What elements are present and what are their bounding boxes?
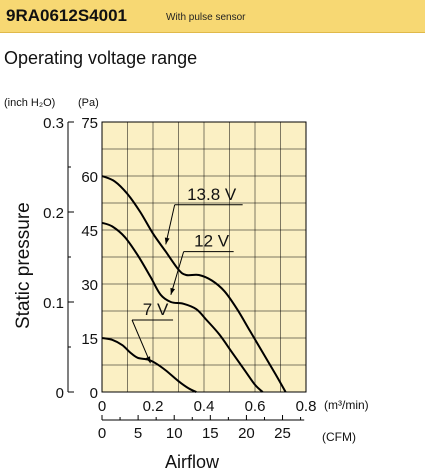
y-tick-label: 60: [81, 169, 98, 186]
series-arrow-line: [170, 251, 185, 295]
cfm-tick-label: 25: [274, 425, 291, 442]
series-arrow-line: [165, 204, 176, 245]
chart-title: Operating voltage range: [4, 48, 198, 68]
y-tick-label: 45: [81, 223, 98, 240]
cfm-tick-label: 5: [134, 425, 142, 442]
series-label: 7 V: [143, 300, 169, 319]
cfm-tick-label: 0: [98, 425, 106, 442]
x-unit-label: (m³/min): [324, 398, 369, 412]
x-tick-label: 0: [98, 398, 106, 415]
series-label: 12 V: [194, 232, 230, 251]
series-arrow-line: [131, 319, 151, 364]
y-tick-label: 30: [81, 277, 98, 294]
y-axis-title: Static pressure: [13, 202, 34, 329]
x-axis-title: Airflow: [165, 452, 220, 472]
series-arrow-head: [164, 237, 170, 245]
y2-tick-label: 0: [56, 385, 64, 402]
y2-tick-label: 0.2: [43, 205, 64, 222]
y-tick-label: 0: [90, 385, 98, 402]
y2-tick-label: 0.3: [43, 115, 64, 132]
series-curve: [101, 221, 264, 393]
y2-unit-label: (inch H₂O): [4, 97, 55, 109]
cfm-tick-label: 15: [202, 425, 219, 442]
x-axis-cfm: 0 5 10 15 20 25: [98, 415, 305, 442]
cfm-unit-label: (CFM): [322, 430, 356, 444]
cfm-tick-label: 10: [166, 425, 183, 442]
y2-axis: 0 0.1 0.2 0.3: [43, 115, 74, 402]
grid: 0 15 30 45 60 75 0 0.2 0.4 0.6 0.8: [81, 115, 316, 415]
x-tick-label: 0.4: [194, 398, 215, 415]
model-subtitle: With pulse sensor: [166, 12, 246, 23]
y-unit-label: (Pa): [78, 97, 99, 109]
x-tick-label: 0.2: [143, 398, 164, 415]
cfm-tick-label: 20: [238, 425, 255, 442]
x-tick-label: 0.6: [245, 398, 266, 415]
header-bar: 9RA0612S4001 With pulse sensor: [0, 0, 425, 33]
series-labels: 13.8 V 12 V 7 V: [131, 185, 243, 364]
y-tick-label: 75: [81, 115, 98, 132]
x-tick-label: 0.8: [296, 398, 317, 415]
series-label: 13.8 V: [187, 185, 237, 204]
y2-tick-label: 0.1: [43, 295, 64, 312]
y-tick-label: 15: [81, 331, 98, 348]
series-curve: [101, 175, 287, 393]
series-arrow-head: [170, 287, 176, 295]
series-arrow-head: [145, 356, 151, 364]
model-number: 9RA0612S4001: [6, 6, 127, 25]
